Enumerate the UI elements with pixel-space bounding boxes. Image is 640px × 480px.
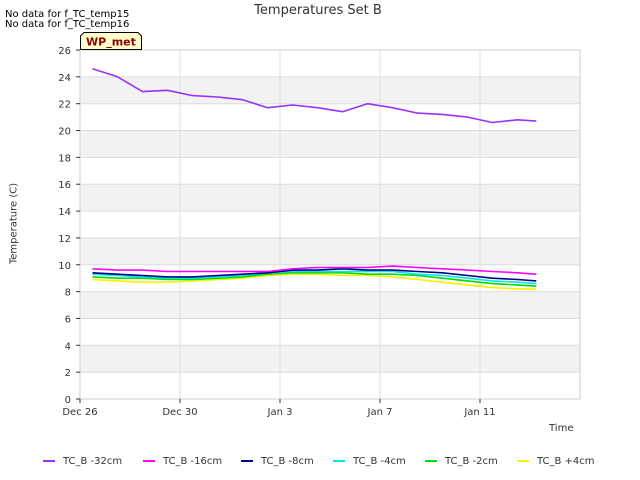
plot-frame [79, 49, 581, 400]
legend-label: TC_B +4cm [537, 455, 595, 467]
chart-title: Temperatures Set B [254, 3, 382, 18]
x-tick-label: Jan 11 [463, 407, 495, 418]
x-tick-label: Jan 7 [367, 407, 393, 418]
y-tick-label: 6 [65, 314, 71, 325]
background-band [80, 345, 580, 373]
legend-swatch [43, 460, 55, 462]
series-line-tc-b-2cm [92, 271, 537, 287]
legend-label: TC_B -2cm [445, 455, 498, 467]
x-tick-label: Dec 26 [62, 407, 97, 418]
y-tick-label: 8 [65, 288, 71, 299]
legend-item: TC_B -4cm [333, 452, 406, 470]
legend-item: TC_B -2cm [425, 452, 498, 470]
series-line-tc-b-32cm [92, 68, 537, 124]
background-band [80, 291, 580, 319]
x-tick-label: Jan 3 [267, 407, 293, 418]
legend-swatch [517, 460, 529, 462]
legend-item: TC_B -16cm [143, 452, 222, 470]
y-tick-label: 10 [58, 261, 71, 272]
legend-label: TC_B -8cm [261, 455, 314, 467]
series-line-tc-b-8cm [92, 267, 537, 282]
series-line-tc-b-16cm [92, 265, 537, 275]
background-band [80, 237, 580, 265]
site-badge: WP_met [80, 32, 142, 50]
y-tick-label: 2 [65, 368, 71, 379]
legend-label: TC_B -4cm [353, 455, 406, 467]
series-lines [92, 68, 537, 290]
background-bands [80, 76, 580, 373]
x-tick-label: Dec 30 [162, 407, 197, 418]
series-line-tc-b-4cm [92, 270, 537, 285]
y-tick-label: 20 [58, 127, 71, 138]
x-axis-ticks: Dec 26 Dec 30 Jan 3 Jan 7 Jan 11 [62, 399, 496, 418]
y-tick-label: 26 [58, 46, 71, 57]
gridlines [79, 49, 580, 400]
legend-item: TC_B -8cm [241, 452, 314, 470]
chart-legend: TC_B -32cm TC_B -16cm TC_B -8cm TC_B -4cm TC… [0, 452, 640, 470]
y-tick-label: 14 [58, 207, 71, 218]
background-band [80, 130, 580, 158]
x-axis-label: Time [549, 423, 574, 434]
series-line-tc-b-4cm [92, 273, 537, 290]
y-axis-label: Temperature (C) [8, 182, 20, 265]
y-tick-label: 16 [58, 180, 71, 191]
y-tick-label: 12 [58, 234, 71, 245]
legend-swatch [143, 460, 155, 462]
background-band [80, 184, 580, 212]
legend-label: TC_B -16cm [163, 455, 223, 467]
nodata-message-temp15: No data for f_TC_temp15 [5, 9, 130, 20]
y-tick-label: 4 [65, 341, 71, 352]
y-tick-label: 24 [58, 73, 71, 84]
y-tick-label: 18 [58, 153, 71, 164]
y-tick-label: 22 [58, 100, 71, 111]
nodata-message-temp16: No data for f_TC_temp16 [5, 19, 130, 30]
legend-swatch [333, 460, 345, 462]
legend-swatch [241, 460, 253, 462]
legend-item: TC_B -32cm [43, 452, 122, 470]
legend-item: TC_B +4cm [517, 452, 595, 470]
legend-label: TC_B -32cm [63, 455, 123, 467]
site-badge-label: WP_met [86, 36, 136, 49]
legend-swatch [425, 460, 437, 462]
y-tick-label: 0 [65, 395, 71, 406]
